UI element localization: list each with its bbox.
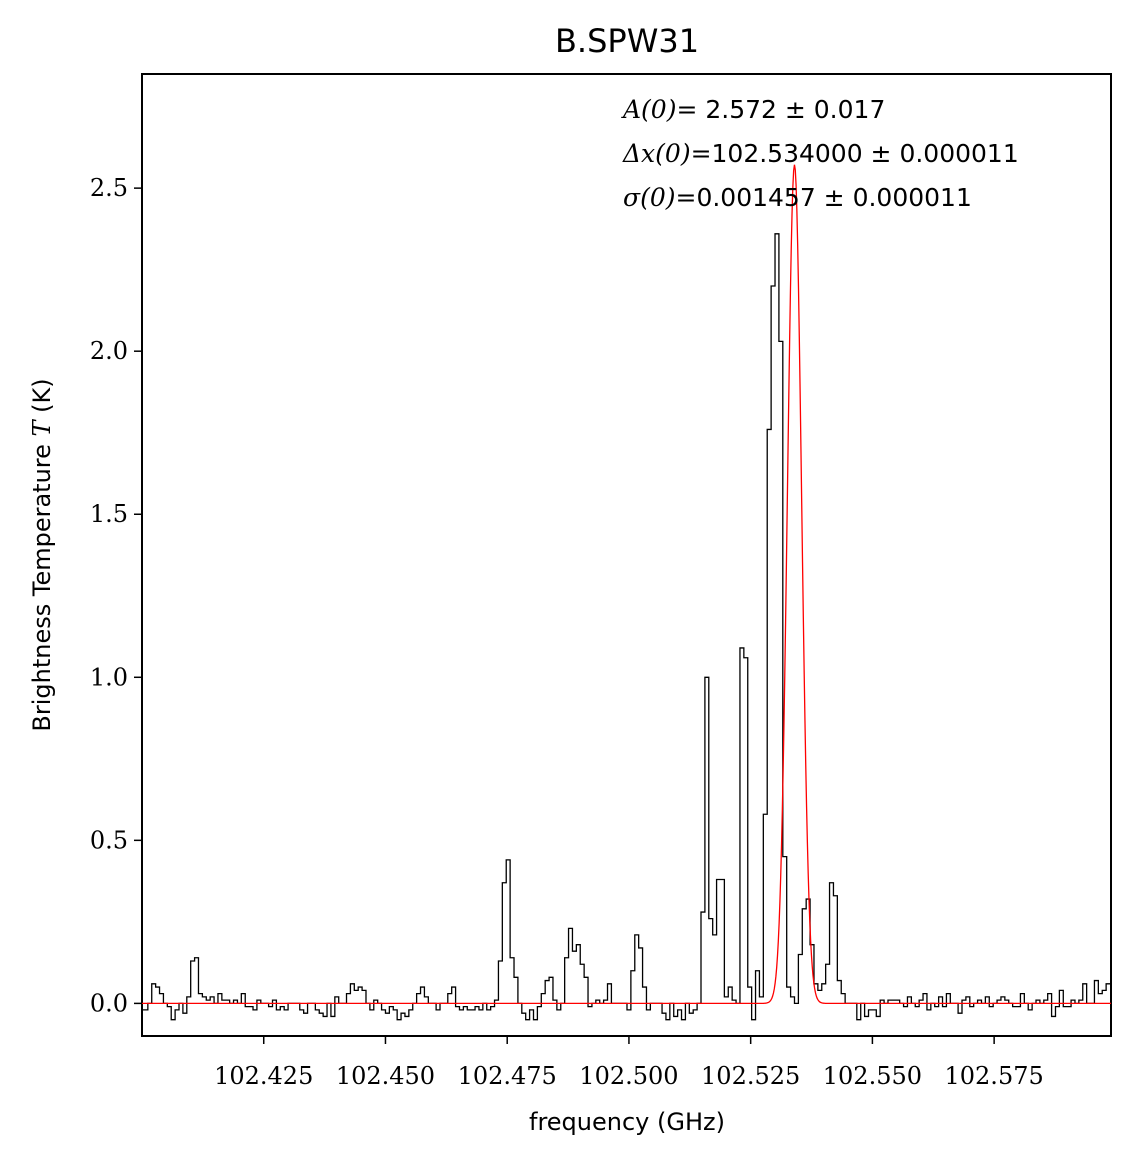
- x-tick-label: 102.525: [701, 1062, 800, 1090]
- y-axis-label-variable: T: [28, 418, 56, 436]
- fit-annotation-value: 0.001457 ± 0.000011: [696, 183, 971, 212]
- spectrum-data-line: [142, 233, 1111, 1021]
- y-axis-label: Brightness Temperature T (K): [28, 378, 56, 731]
- gaussian-fit-line: [142, 164, 1111, 1005]
- y-axis-ticks: 0.0 0.5 1.0 1.5 2.0 2.5: [90, 174, 142, 1017]
- y-tick-label: 2.5: [90, 174, 128, 202]
- y-tick-label: 1.0: [90, 663, 128, 691]
- x-tick-label: 102.450: [336, 1062, 435, 1090]
- plot-frame: [141, 73, 1112, 1037]
- x-tick-label: 102.500: [579, 1062, 678, 1090]
- y-tick-label: 1.5: [90, 500, 128, 528]
- fit-annotation-variable: Δx(0)=: [622, 139, 712, 168]
- x-axis-ticks: 102.425 102.450 102.475 102.500 102.525 102.5…: [214, 1036, 1044, 1090]
- fit-annotation: σ(0)=0.001457 ± 0.000011: [623, 183, 972, 212]
- fit-annotation-variable: A(0)=: [621, 95, 697, 124]
- x-tick-label: 102.575: [945, 1062, 1044, 1090]
- fit-annotation: A(0)= 2.572 ± 0.017: [621, 95, 885, 124]
- fit-annotation-value: 2.572 ± 0.017: [697, 95, 885, 124]
- series-layer: [142, 164, 1111, 1021]
- y-axis-label-suffix: (K): [28, 378, 56, 420]
- y-tick-label: 0.0: [90, 989, 128, 1017]
- x-tick-label: 102.550: [823, 1062, 922, 1090]
- fit-annotation: Δx(0)=102.534000 ± 0.000011: [622, 139, 1019, 168]
- y-axis-label-prefix: Brightness Temperature: [28, 436, 56, 731]
- y-tick-label: 0.5: [90, 826, 128, 854]
- fit-annotations: A(0)= 2.572 ± 0.017 Δx(0)=102.534000 ± 0.…: [621, 95, 1019, 212]
- x-tick-label: 102.475: [458, 1062, 557, 1090]
- fit-annotation-value: 102.534000 ± 0.000011: [712, 139, 1019, 168]
- chart-title: B.SPW31: [555, 22, 699, 60]
- x-axis-label: frequency (GHz): [529, 1108, 725, 1136]
- fit-annotation-variable: σ(0)=: [623, 183, 696, 212]
- plot-area: [141, 73, 1112, 1037]
- y-tick-label: 2.0: [90, 337, 128, 365]
- x-tick-label: 102.425: [214, 1062, 313, 1090]
